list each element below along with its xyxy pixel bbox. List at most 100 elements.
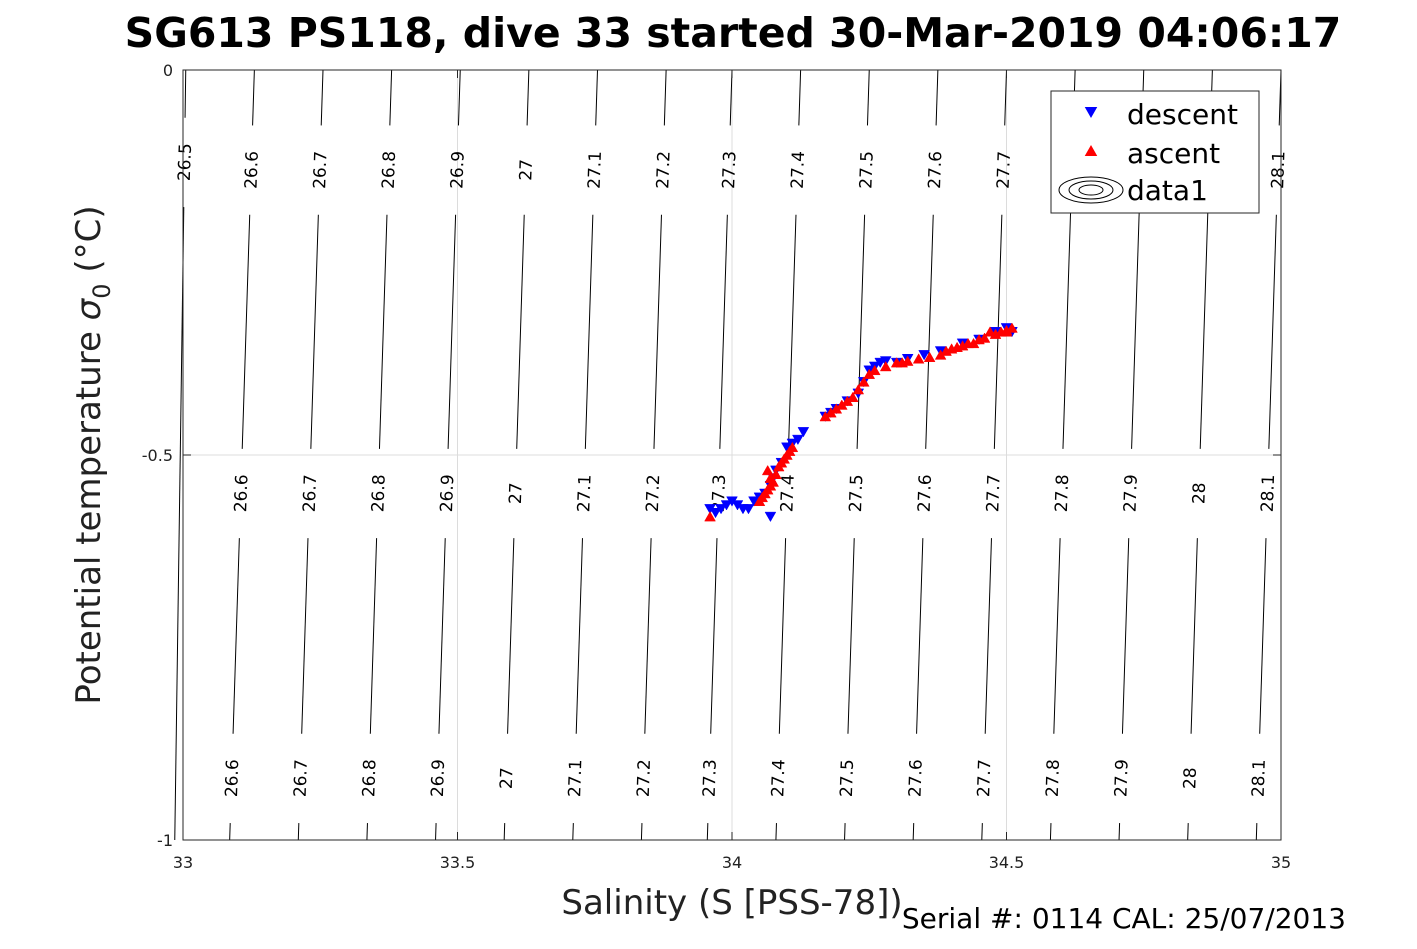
contour-label: 27.3 <box>700 759 721 798</box>
contour-line <box>184 69 187 118</box>
ascent-point <box>868 364 881 376</box>
contour-line <box>775 823 777 841</box>
contour-line <box>369 538 378 734</box>
contour-line <box>241 214 251 449</box>
contour-line <box>389 69 393 126</box>
x-axis-label: Salinity (S [PSS-78]) <box>561 883 902 923</box>
contour-line <box>526 69 530 126</box>
contour-line <box>844 823 846 841</box>
legend-item-data1: data1 <box>1058 174 1208 207</box>
contour-label: 27.7 <box>994 151 1015 190</box>
contour-26.5: 26.5 <box>174 69 196 841</box>
contour-line <box>1053 538 1061 734</box>
contour-label: 27.1 <box>585 151 606 190</box>
ascent-point <box>1006 322 1018 333</box>
contour-label: 27 <box>506 482 527 504</box>
x-tick-label: 35 <box>1271 853 1291 872</box>
contour-line <box>729 69 733 126</box>
ascent-point <box>761 464 774 476</box>
contour-label: 26.8 <box>359 759 380 798</box>
contour-line <box>310 214 319 449</box>
contour-line <box>866 69 870 126</box>
contour-28.1: 28.1 28.1 28.1 <box>1249 69 1289 841</box>
contour-label: 27.9 <box>1121 474 1142 513</box>
ascent-point <box>901 355 914 366</box>
contour-line <box>503 823 506 841</box>
contour-line <box>1004 69 1007 126</box>
contour-label: 27.7 <box>974 759 995 798</box>
descent-point <box>792 434 804 446</box>
contour-label: 27.8 <box>1052 474 1073 513</box>
contour-label: 27.4 <box>788 151 809 190</box>
ascent-point <box>879 360 892 372</box>
contour-27.3: 27.327.327.3 <box>700 69 740 841</box>
ascent-point <box>852 384 865 395</box>
ascent-point <box>912 353 925 364</box>
legend-label-descent: descent <box>1127 98 1238 131</box>
contour-line <box>366 823 368 841</box>
contour-line <box>1121 538 1130 734</box>
contour-label: 27.1 <box>565 759 586 798</box>
x-tick-label: 34 <box>722 853 742 872</box>
x-tick-label: 33 <box>173 853 193 872</box>
ascent-point <box>951 341 963 352</box>
series-ascent <box>704 322 1018 522</box>
contour-line <box>320 69 324 126</box>
contour-line <box>981 823 983 841</box>
legend-contour-icon <box>1058 176 1124 204</box>
contour-line <box>457 69 461 126</box>
contour-label: 28.1 <box>1249 759 1270 798</box>
y-tick-label: -0.5 <box>142 446 173 465</box>
contour-line <box>935 69 939 126</box>
contour-label: 27.6 <box>925 151 946 190</box>
contour-label: 26.7 <box>310 151 331 190</box>
contour-line <box>925 214 934 449</box>
y-axis-label-main: Potential temperature <box>69 320 109 704</box>
legend-contour-icon <box>1068 180 1114 200</box>
legend-label-ascent: ascent <box>1127 137 1220 170</box>
contour-label: 27.5 <box>856 151 877 190</box>
ascent-point <box>704 511 716 522</box>
contour-line <box>584 214 594 449</box>
contour-label: 27.5 <box>846 474 867 513</box>
legend-label-data1: data1 <box>1127 174 1208 207</box>
contour-line <box>644 538 652 734</box>
contour-label: 28.1 <box>1268 151 1289 190</box>
contour-line <box>710 538 718 734</box>
contour-label: 26.8 <box>379 151 400 190</box>
ascent-point <box>984 326 996 337</box>
contour-label: 28.1 <box>1258 474 1279 513</box>
contour-line <box>916 538 924 734</box>
chart-title: SG613 PS118, dive 33 started 30-Mar-2019… <box>125 9 1342 57</box>
contour-label: 27.9 <box>1111 759 1132 798</box>
legend-item-ascent: ascent <box>1084 137 1220 170</box>
y-tick-label: 0 <box>163 61 173 80</box>
ascent-point <box>786 441 799 453</box>
ascent-point <box>846 391 859 402</box>
contour-27.5: 27.5 27.5 27.5 <box>837 69 878 841</box>
contour-line <box>1255 823 1258 841</box>
contour-line <box>252 69 255 126</box>
contour-label: 27 <box>497 767 518 789</box>
contour-label: 27.6 <box>915 474 936 513</box>
contour-label: 26.6 <box>242 151 263 190</box>
ascent-point <box>1000 326 1013 337</box>
contour-27.1: 27.1 27.1 27.1 <box>565 69 606 841</box>
ascent-point <box>978 332 991 343</box>
contour-label: 28 <box>1189 482 1210 504</box>
ascent-point <box>770 468 782 479</box>
contour-label: 27.5 <box>837 759 858 798</box>
contour-line <box>575 538 583 734</box>
contour-label: 27.4 <box>777 474 798 513</box>
data-points <box>704 322 1018 523</box>
descent-point <box>797 427 810 438</box>
descent-point <box>715 504 727 515</box>
contour-line <box>229 823 231 841</box>
legend-contour-icon <box>1078 184 1104 196</box>
density-contours: 26.5 26.626.626.626.726.726.726.826.826.8… <box>174 69 1289 841</box>
contour-line <box>174 207 185 841</box>
legend-item-descent: descent <box>1084 98 1238 131</box>
contour-line <box>912 823 915 841</box>
contour-line <box>301 538 309 734</box>
